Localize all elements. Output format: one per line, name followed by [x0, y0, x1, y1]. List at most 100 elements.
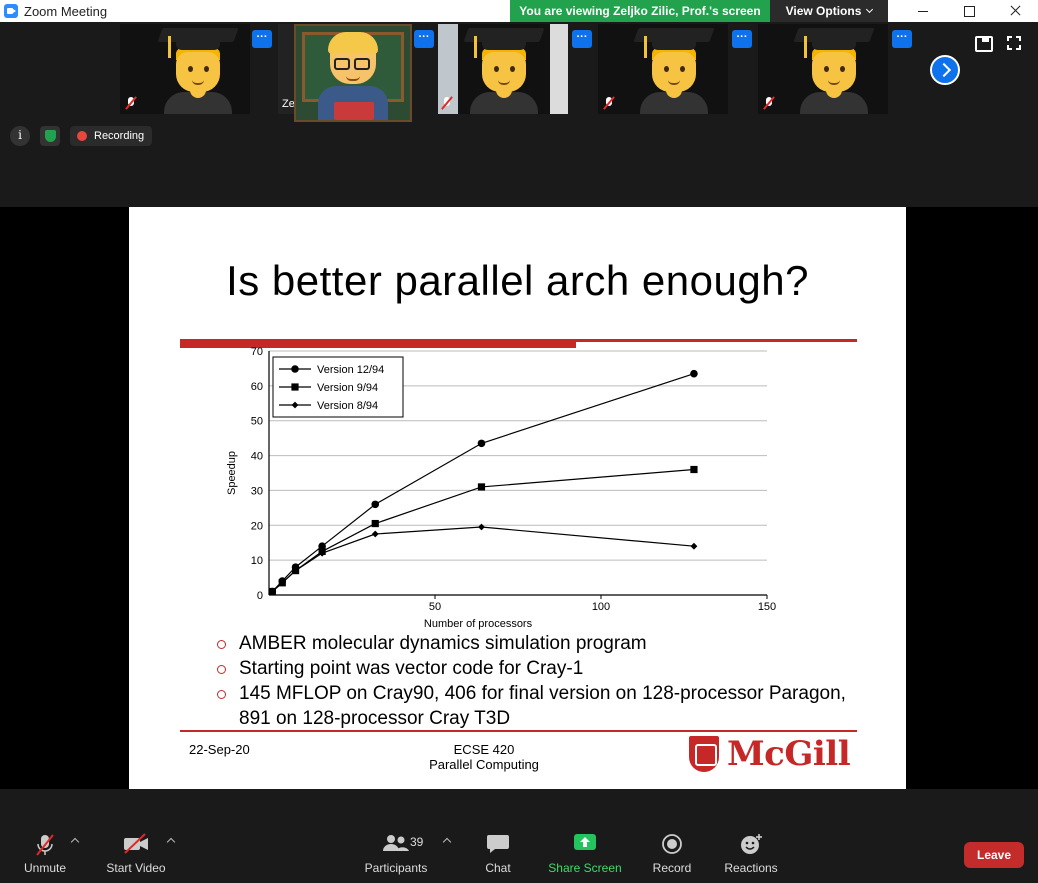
record-label: Record	[652, 861, 692, 875]
logo-text: McGill	[727, 734, 851, 774]
mcgill-logo: McGill	[689, 734, 859, 778]
muted-mic-icon	[124, 96, 138, 110]
video-camera-icon	[124, 833, 148, 854]
record-icon	[662, 834, 682, 854]
share-screen-icon	[574, 834, 596, 850]
legend-entry: Version 8/94	[317, 400, 378, 412]
data-point	[478, 523, 485, 531]
viewing-screen-banner: You are viewing Zeljko Zilic, Prof.'s sc…	[510, 0, 770, 22]
data-point	[318, 549, 326, 557]
reactions-label: Reactions	[724, 861, 778, 875]
participant-tile[interactable]	[598, 24, 728, 114]
recording-label: Recording	[94, 130, 145, 142]
bullet-item: Starting point was vector code for Cray-…	[217, 656, 877, 681]
more-options-button[interactable]: ···	[572, 30, 592, 48]
y-tick-label: 50	[251, 416, 263, 428]
participants-count: 39	[410, 835, 424, 849]
data-point	[371, 500, 380, 509]
x-axis-label: Number of processors	[424, 618, 533, 630]
bullet-item: 145 MFLOP on Cray90, 406 for final versi…	[217, 681, 877, 731]
minimize-button[interactable]	[900, 0, 946, 22]
more-options-button[interactable]: ···	[732, 30, 752, 48]
y-tick-label: 40	[251, 451, 263, 463]
record-button[interactable]: Record	[648, 825, 696, 883]
presentation-slide: Is better parallel arch enough? 0 10 20 30 4…	[129, 207, 906, 789]
legend-entry: Version 9/94	[317, 382, 378, 394]
y-tick-label: 20	[251, 520, 263, 532]
participant-name: Ze	[282, 98, 295, 110]
y-tick-label: 30	[251, 485, 263, 497]
participants-options-chevron-icon[interactable]	[442, 837, 452, 847]
security-shield-icon[interactable]	[40, 126, 60, 146]
title-divider	[180, 339, 857, 348]
chat-button[interactable]: Chat	[476, 825, 520, 883]
legend-marker	[291, 383, 299, 391]
leave-meeting-button[interactable]: Leave	[964, 842, 1024, 868]
start-video-button[interactable]: Start Video	[100, 825, 172, 883]
chevron-down-icon	[866, 5, 874, 14]
more-options-button[interactable]: ···	[252, 30, 272, 48]
view-options-button[interactable]: View Options	[770, 0, 888, 22]
speedup-chart: 0 10 20 30 40 50 60 70 50 100 150 Number of process…	[226, 346, 776, 630]
recording-indicator[interactable]: Recording	[70, 126, 153, 146]
reactions-button[interactable]: Reactions	[720, 825, 782, 883]
start-video-label: Start Video	[106, 861, 166, 875]
participant-tile[interactable]	[438, 24, 568, 114]
participant-gallery: ··· Ze ··· ··· ··· ···	[120, 24, 916, 114]
participant-tile[interactable]	[120, 24, 250, 114]
course-code: ECSE 420	[453, 742, 515, 757]
legend-entry: Version 12/94	[317, 364, 384, 376]
data-point	[292, 567, 299, 574]
x-tick-label: 100	[592, 601, 610, 613]
share-screen-button[interactable]: Share Screen	[546, 825, 624, 883]
x-tick-label: 50	[429, 601, 441, 613]
data-point	[268, 588, 276, 595]
legend-marker	[291, 365, 299, 373]
student-emoji-icon	[788, 24, 880, 114]
more-options-button[interactable]: ···	[414, 30, 434, 48]
participants-icon	[383, 835, 409, 851]
slide-bullets: AMBER molecular dynamics simulation prog…	[217, 631, 877, 731]
series-line	[271, 526, 695, 592]
bullet-item: AMBER molecular dynamics simulation prog…	[217, 631, 877, 656]
x-tick-label: 150	[758, 601, 776, 613]
share-screen-label: Share Screen	[548, 861, 622, 875]
layout-toggle-icon[interactable]	[975, 36, 993, 52]
data-point	[477, 439, 486, 448]
slide-date: 22-Sep-20	[189, 742, 250, 757]
gallery-next-page-button[interactable]	[930, 55, 960, 85]
muted-mic-icon	[440, 96, 454, 110]
footer-divider	[180, 730, 857, 732]
student-emoji-icon	[152, 24, 244, 114]
course-name: Parallel Computing	[429, 757, 539, 772]
unmute-button[interactable]: Unmute	[14, 825, 76, 883]
y-tick-label: 0	[257, 590, 263, 602]
recording-dot-icon	[77, 131, 87, 141]
participant-tile[interactable]	[758, 24, 888, 114]
data-point	[690, 369, 698, 378]
more-options-button[interactable]: ···	[892, 30, 912, 48]
student-emoji-icon	[628, 24, 720, 114]
slide-title: Is better parallel arch enough?	[226, 257, 809, 304]
meeting-toolbar: Unmute Start Video 39 Participants Chat	[0, 825, 1038, 883]
view-options-label: View Options	[785, 4, 862, 18]
close-window-button[interactable]	[992, 0, 1038, 22]
fullscreen-icon[interactable]	[1007, 36, 1021, 50]
reactions-smiley-icon	[741, 834, 762, 854]
meeting-info-icon[interactable]	[10, 126, 30, 146]
participants-button[interactable]: 39 Participants	[360, 825, 432, 883]
zoom-app-icon	[4, 4, 18, 18]
y-tick-label: 60	[251, 381, 263, 393]
data-point	[371, 519, 379, 528]
data-point	[278, 579, 286, 587]
y-tick-label: 70	[251, 346, 263, 358]
maximize-button[interactable]	[946, 0, 992, 22]
participant-tile[interactable]: Ze	[278, 24, 296, 114]
muted-mic-icon	[762, 96, 776, 110]
unmute-label: Unmute	[23, 861, 67, 875]
data-point	[371, 530, 379, 538]
chat-label: Chat	[485, 861, 511, 875]
student-emoji-icon	[458, 24, 550, 114]
microphone-icon	[36, 834, 54, 856]
y-tick-label: 10	[251, 555, 263, 567]
